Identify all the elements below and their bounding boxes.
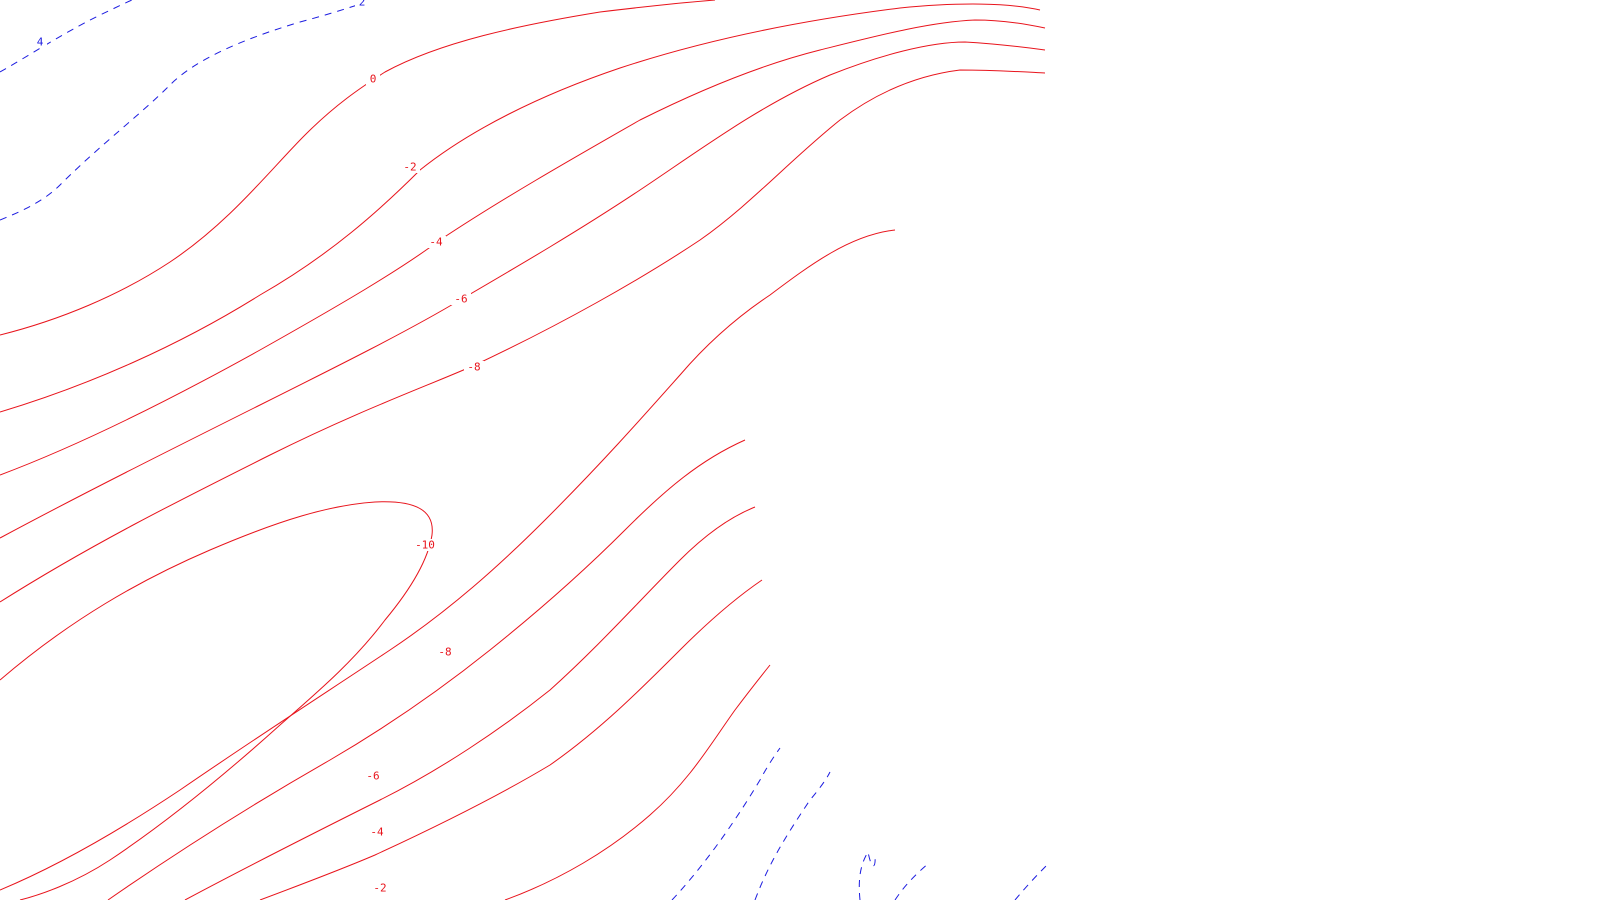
contour-label-solid-0: 0 [370, 73, 377, 86]
contour-label-solid-minus-4: -4 [429, 236, 443, 249]
contour-line-solid-minus-2b [259, 579, 763, 900]
contour-line-solid-minus-2 [0, 3, 1041, 413]
contour-line-solid-bottom [504, 664, 771, 900]
contour-label-solid-minus-2b: -2 [373, 882, 386, 895]
contour-line-dashed-br-3 [858, 850, 931, 900]
contour-line-solid-minus-8 [0, 69, 1046, 603]
contour-line-dashed-2 [0, 0, 373, 221]
contour-line-dashed-br-1 [671, 747, 781, 900]
contour-label-solid-minus-4b: -4 [370, 826, 384, 839]
contour-line-solid-0 [0, 0, 716, 336]
contour-line-solid-minus-8b [0, 229, 896, 891]
contour-label-solid-minus-6: -6 [454, 293, 467, 306]
contour-label-solid-minus-8b: -8 [438, 646, 451, 659]
contour-line-dashed-br-4 [1014, 863, 1049, 900]
contour-line-dashed-br-2 [754, 771, 831, 900]
contour-label-dashed-4: 4 [37, 36, 44, 49]
contour-line-solid-minus-6 [0, 41, 1046, 539]
contour-line-dashed-4 [0, 0, 133, 73]
contour-label-solid-minus-2: -2 [403, 161, 416, 174]
contour-line-solid-minus-10 [0, 501, 433, 900]
contour-label-solid-minus-10: -10 [415, 539, 435, 552]
contour-label-dashed-2: 2 [359, 0, 366, 9]
contour-line-solid-minus-4 [0, 19, 1046, 476]
contour-label-solid-minus-6b: -6 [366, 770, 379, 783]
contour-line-solid-minus-6b [107, 439, 746, 900]
contour-labels: 4 2 0 -2 -4 -6 -8 -10 -8 -6 -4 -2 [33, 0, 484, 895]
contour-label-solid-minus-8: -8 [467, 361, 480, 374]
contour-line-solid-minus-4b [184, 506, 756, 900]
